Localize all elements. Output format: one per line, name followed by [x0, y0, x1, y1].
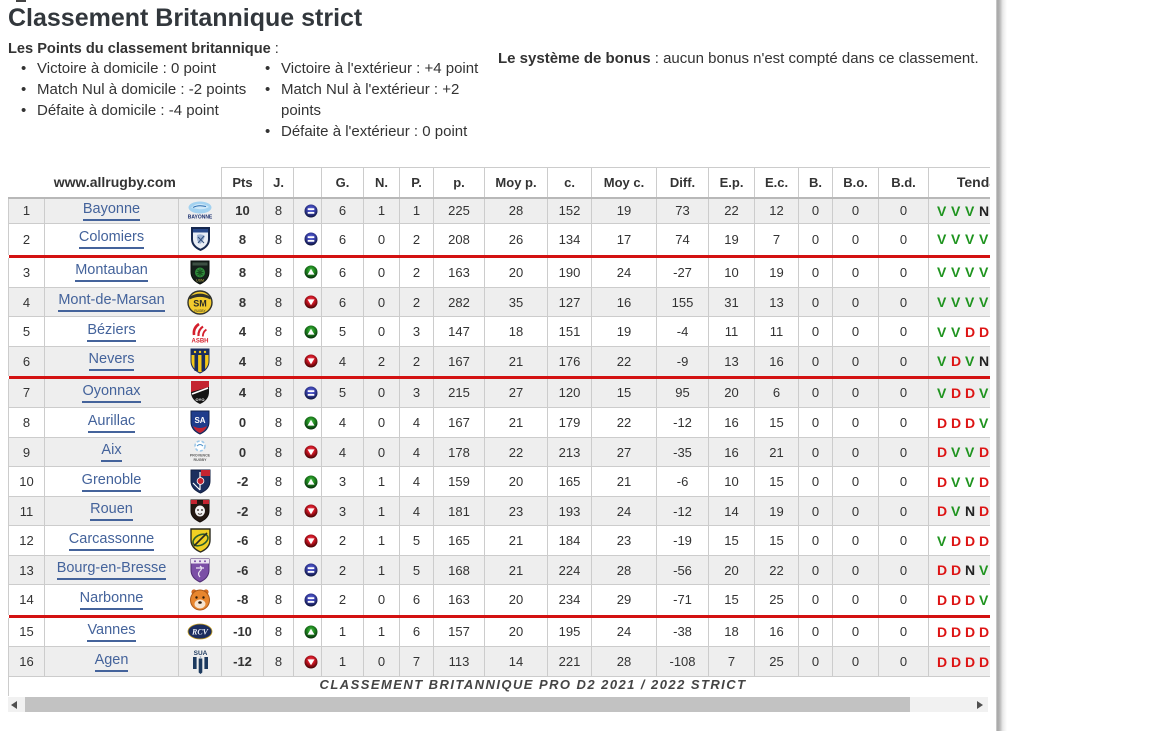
svg-text:SUA: SUA	[193, 650, 207, 657]
svg-text:RUGBY: RUGBY	[194, 309, 206, 313]
svg-text:BAYONNE: BAYONNE	[188, 215, 213, 221]
svg-text:SA: SA	[194, 416, 205, 425]
svg-text:PROVENCE: PROVENCE	[190, 454, 211, 458]
svg-text:USM: USM	[196, 278, 204, 282]
svg-text:ASBH: ASBH	[191, 339, 208, 345]
svg-text:SM: SM	[193, 298, 207, 308]
svg-text:RCV: RCV	[191, 628, 209, 637]
svg-text:RUGBY: RUGBY	[194, 458, 208, 462]
svg-text:OYO: OYO	[196, 397, 205, 402]
